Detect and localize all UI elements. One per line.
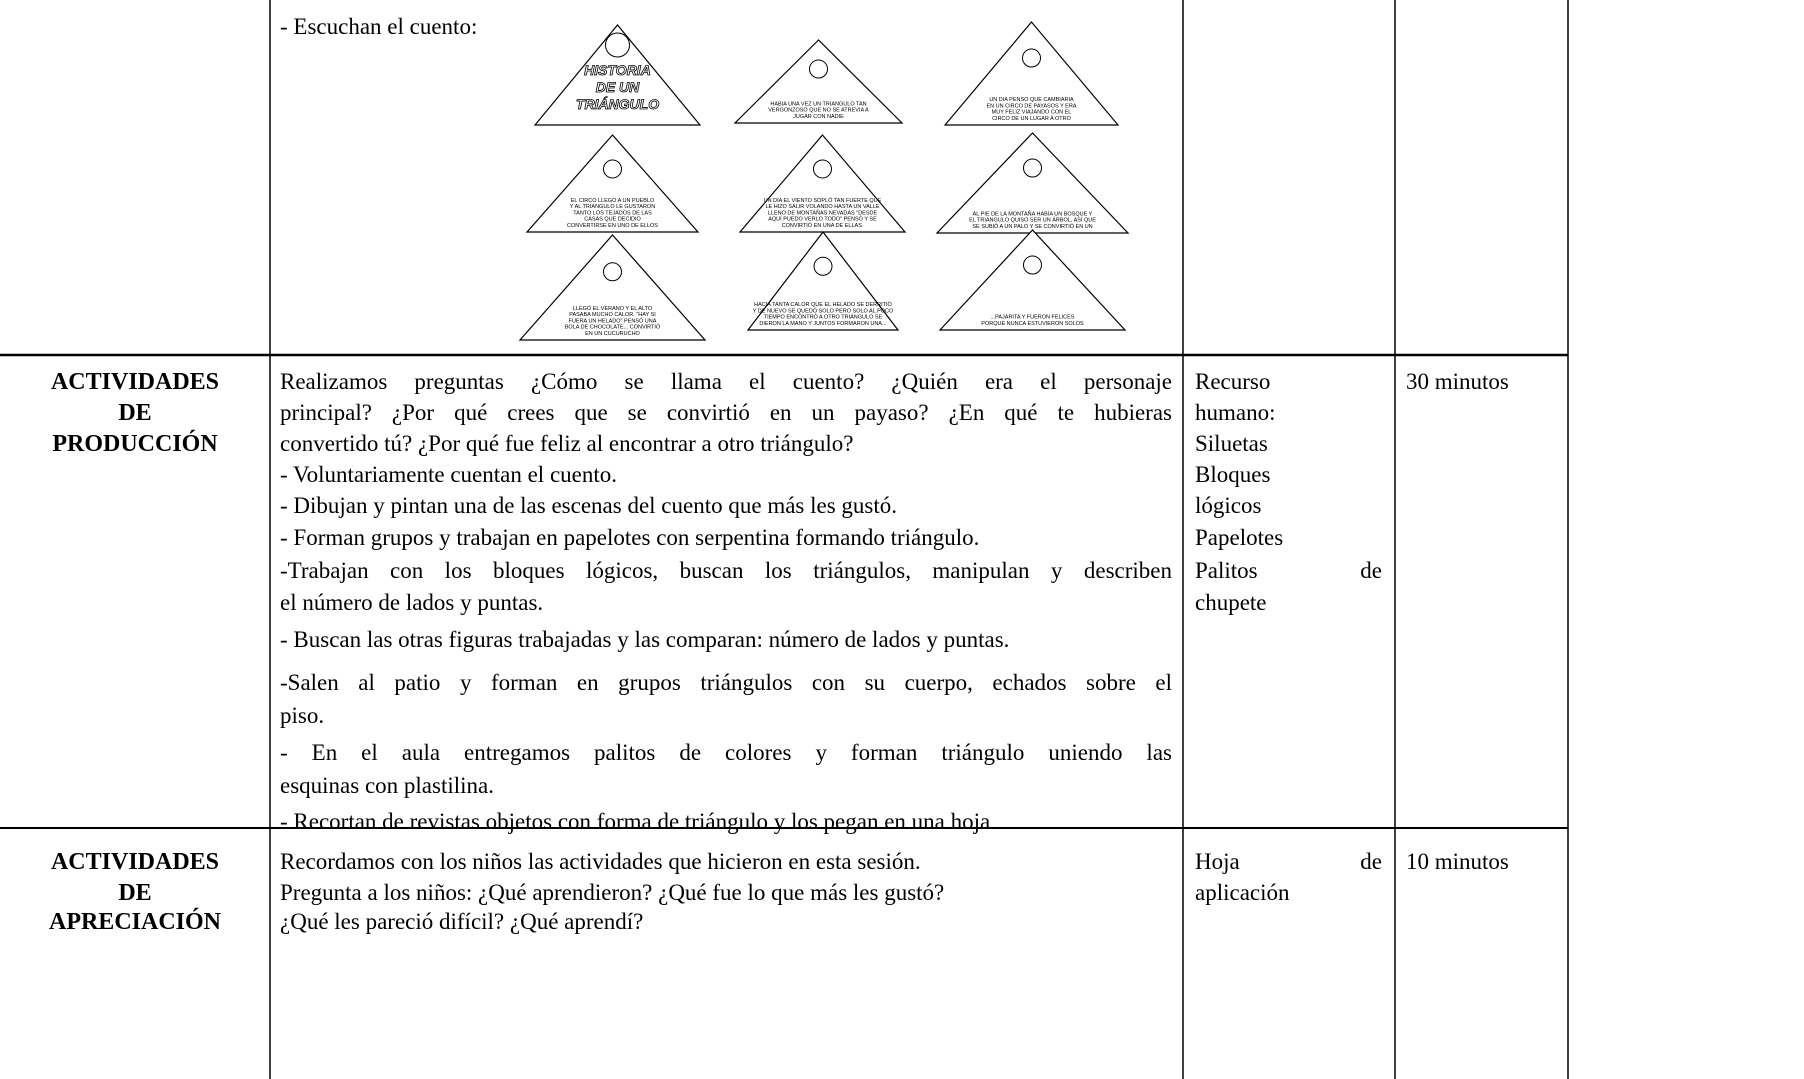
- triangle: [533, 24, 702, 126]
- face-icon: [605, 32, 630, 58]
- resource-line: Siluetas: [1195, 431, 1268, 456]
- story-caption: CONVERTIRSE EN UNO DE ELLOS: [567, 223, 658, 229]
- story-panel: UN DÍA EL VIENTO SOPLÓ TAN FUERTE QUELE …: [738, 134, 907, 233]
- story-caption: EN UN CUCURUCHO: [585, 331, 640, 337]
- illustration: [813, 256, 833, 276]
- story-caption: TIEMPO ENCONTRÓ A OTRO TRIÁNGULO SE: [764, 314, 883, 321]
- story-caption: CONVIRTIÓ EN UNA DE ELLAS.: [782, 222, 864, 229]
- story-caption: PORQUE NUNCA ESTUVIERON SOLOS: [981, 321, 1084, 327]
- content-line: Recordamos con los niños las actividades…: [280, 849, 921, 874]
- content-line: principal? ¿Por qué crees que se convirt…: [280, 400, 1172, 425]
- triangle: [733, 39, 904, 124]
- resource-line: aplicación: [1195, 880, 1290, 905]
- resource-line: Hoja de: [1195, 849, 1382, 874]
- triangle: [518, 234, 707, 341]
- story-caption: CASAS QUE DECIDIO: [584, 217, 641, 223]
- story-caption: LLEGÓ EL VERANO Y EL ALTO: [573, 305, 653, 312]
- resource-line: lógicos: [1195, 493, 1262, 518]
- story-caption: PASABA MUCHO CALOR. "HAY SI: [569, 312, 656, 318]
- story-caption: DIERON LA MANO Y JUNTOS FORMARON UNA...: [759, 321, 887, 327]
- story-caption: JUGAR CON NADIE: [793, 114, 844, 120]
- row-label: PRODUCCIÓN: [52, 431, 218, 457]
- story-title: TRIÁNGULO: [576, 96, 659, 112]
- content-line: -Trabajan con los bloques lógicos, busca…: [280, 558, 1172, 583]
- content-line: convertido tú? ¿Por qué fue feliz al enc…: [280, 431, 854, 456]
- resource-line: Bloques: [1195, 462, 1271, 487]
- story-caption: HABIA UNA VEZ UN TRIANGULO TAN: [770, 101, 866, 107]
- story-caption: CIRCO DE UN LUGAR A OTRO: [992, 116, 1072, 122]
- resource-line: humano:: [1195, 400, 1276, 425]
- illustration: [1023, 255, 1042, 275]
- illustration: [603, 159, 622, 179]
- row-label: ACTIVIDADES: [50, 849, 220, 875]
- resource-line: Recurso: [1195, 369, 1271, 394]
- content-line: - Voluntariamente cuentan el cuento.: [280, 462, 618, 487]
- story-title: DE UN: [596, 79, 640, 95]
- story-caption: FUERA UN HELADO" PENSÓ UNA: [569, 317, 657, 324]
- row-label: DE: [118, 880, 152, 906]
- story-caption: EL TRIÁNGULO QUISO SER UN ÁRBOL, ASÍ QUE: [969, 217, 1096, 224]
- duration: 10 minutos: [1406, 849, 1509, 874]
- content-line: Pregunta a los niños: ¿Qué aprendieron? …: [280, 880, 945, 905]
- illustration: [809, 59, 828, 79]
- story-caption: EN UN CIRCO DE PAYASOS Y ERA: [987, 103, 1077, 109]
- content-line: - Buscan las otras figuras trabajadas y …: [280, 627, 1010, 652]
- story-caption: VERGONZOSO QUE NO SE ATREVIA A: [768, 108, 869, 114]
- story-caption: AL PIE DE LA MONTAÑA HABÍA UN BOSQUE Y: [973, 210, 1093, 217]
- story-panel: HABIA UNA VEZ UN TRIANGULO TANVERGONZOSO…: [733, 39, 904, 124]
- content-line: piso.: [280, 703, 325, 728]
- resource-line: chupete: [1195, 590, 1267, 615]
- row-label: DE: [118, 400, 152, 426]
- illustration: [603, 262, 622, 282]
- triangle: [943, 21, 1120, 126]
- content-line: ¿Qué les pareció difícil? ¿Qué aprendí?: [280, 909, 644, 934]
- story-caption: BOLA DE CHOCOLATE... CONVIRTIÓ: [565, 324, 661, 331]
- story-caption: LLENO DE MONTAÑAS NEVADAS "DESDE: [768, 209, 878, 216]
- content-line: - Recortan de revistas objetos con forma…: [280, 809, 991, 834]
- triangle: [938, 229, 1127, 331]
- story-caption: LE HIZO SALIR VOLANDO HASTA UN VALLE: [765, 204, 879, 210]
- triangle: [746, 231, 900, 331]
- content-line: - Forman grupos y trabajan en papelotes …: [280, 525, 980, 550]
- story-panel: AL PIE DE LA MONTAÑA HABÍA UN BOSQUE YEL…: [935, 132, 1130, 234]
- story-caption: Y AL TRIANGULO LE GUSTARON: [570, 204, 655, 210]
- resource-line: Papelotes: [1195, 525, 1284, 550]
- story-caption: ...PAJARITA Y FUERON FELICES: [991, 315, 1075, 321]
- story-caption: UN DIA PENSO QUE CAMBIARIA: [989, 97, 1074, 103]
- content-line: esquinas con plastilina.: [280, 773, 494, 798]
- illustration: [1023, 158, 1042, 178]
- story-caption: UN DÍA EL VIENTO SOPLÓ TAN FUERTE QUE: [764, 197, 882, 204]
- intro-text: - Escuchan el cuento:: [280, 14, 478, 39]
- story-caption: EL CIRCO LLEGO A UN PUEBLO: [571, 198, 655, 204]
- content-line: - Dibujan y pintan una de las escenas de…: [280, 493, 898, 518]
- illustration: [813, 159, 832, 179]
- triangle: [525, 134, 700, 233]
- story-caption: MUY FELIZ VIAJANDO CON EL: [992, 110, 1072, 116]
- story-caption: TANTO LOS TEJADOS DE LAS: [573, 210, 652, 216]
- story-caption: AQUÍ PUEDO VERLO TODO" PENSÓ Y SE: [768, 216, 877, 223]
- duration: 30 minutos: [1406, 369, 1509, 394]
- content-line: - En el aula entregamos palitos de color…: [280, 740, 1172, 765]
- resource-line: Palitos de: [1195, 558, 1382, 583]
- story-panel: HACIA TANTA CALOR QUE EL HELADO SE DERRI…: [746, 231, 900, 331]
- content-line: -Salen al patio y forman en grupos trián…: [280, 670, 1172, 695]
- illustration: [1022, 48, 1041, 68]
- story-caption: Y DE NUEVO SE QUEDÓ SOLO PERO SOLO AL PO…: [753, 307, 894, 314]
- content-line: Realizamos preguntas ¿Cómo se llama el c…: [280, 369, 1172, 394]
- row-label: ACTIVIDADES: [50, 369, 220, 395]
- story-title: HISTORIA: [584, 62, 651, 78]
- row-label: APRECIACIÓN: [48, 909, 221, 935]
- story-caption: SE SUBIÓ A UN PALO Y SE CONVIRTIÓ EN UN: [972, 223, 1092, 230]
- content-line: el número de lados y puntas.: [280, 590, 544, 615]
- story-caption: HACIA TANTA CALOR QUE EL HELADO SE DERRI…: [754, 301, 892, 308]
